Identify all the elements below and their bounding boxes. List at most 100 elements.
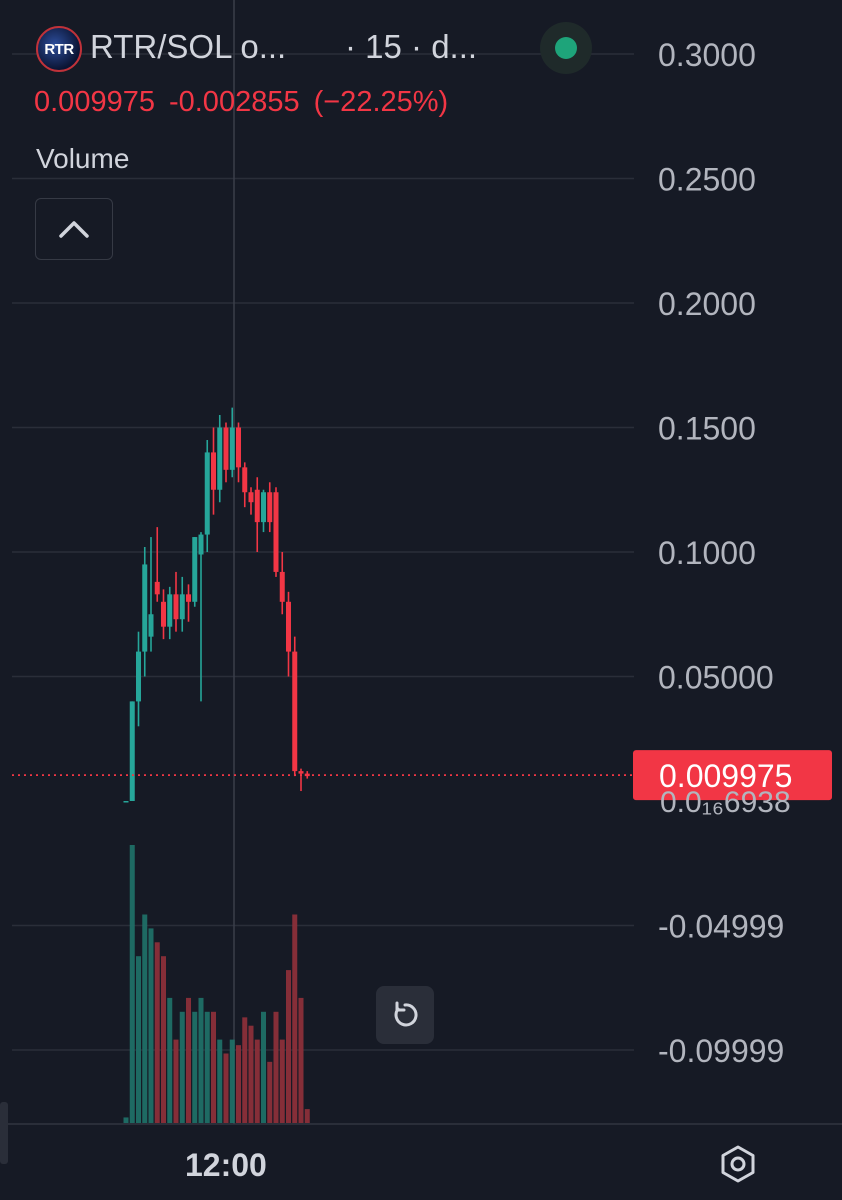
candle bbox=[254, 477, 260, 552]
volume-bar bbox=[286, 970, 291, 1123]
y-tick-label: 0.2000 bbox=[658, 286, 756, 322]
candle bbox=[154, 527, 160, 602]
volume-bar bbox=[148, 928, 154, 1123]
y-tick-label: 0.05000 bbox=[658, 660, 774, 696]
candle-body bbox=[242, 467, 248, 493]
candle bbox=[286, 591, 291, 677]
candle bbox=[298, 768, 304, 792]
candle-body bbox=[248, 492, 254, 503]
volume-bar bbox=[248, 1025, 254, 1123]
volume-bar bbox=[242, 1017, 248, 1123]
candle-body bbox=[286, 601, 291, 652]
candle-body bbox=[148, 614, 154, 637]
y-tick-label: -0.09999 bbox=[658, 1033, 784, 1069]
market-status-button[interactable] bbox=[540, 22, 592, 74]
volume-bar bbox=[223, 1053, 229, 1123]
volume-indicator-label[interactable]: Volume bbox=[36, 143, 130, 174]
y-tick-label: 0.2500 bbox=[658, 162, 756, 198]
candle-body bbox=[279, 571, 285, 602]
candle bbox=[211, 427, 216, 515]
grid-layer bbox=[0, 53, 842, 1164]
volume-bar bbox=[267, 1061, 273, 1123]
collapse-button[interactable] bbox=[35, 198, 113, 260]
volume-bar bbox=[217, 1039, 223, 1123]
candle-body bbox=[198, 534, 204, 555]
candle-body bbox=[204, 452, 210, 535]
candle-body bbox=[267, 492, 273, 523]
candle bbox=[229, 407, 235, 478]
volume-bar bbox=[273, 1011, 279, 1123]
candle bbox=[204, 439, 210, 552]
candle-body bbox=[298, 771, 304, 774]
last-price-value: 0.009975 bbox=[34, 86, 155, 118]
candle-body bbox=[136, 651, 141, 702]
candle bbox=[217, 415, 223, 503]
volume-bar bbox=[211, 1011, 216, 1123]
candle-body bbox=[123, 801, 129, 803]
candle bbox=[242, 462, 248, 508]
volume-bar bbox=[186, 997, 191, 1123]
candle bbox=[279, 552, 285, 615]
volume-bar bbox=[204, 1011, 210, 1123]
y-tick-label: 0.1000 bbox=[658, 535, 756, 571]
candle bbox=[136, 631, 141, 727]
y-tick-label: 0.1500 bbox=[658, 411, 756, 447]
volume-bar bbox=[261, 1011, 266, 1123]
volume-bar bbox=[292, 914, 298, 1123]
volume-bar bbox=[279, 1039, 285, 1123]
candle bbox=[292, 636, 298, 777]
volume-bar bbox=[154, 942, 160, 1123]
volume-bar bbox=[129, 845, 135, 1123]
volume-bar bbox=[304, 1109, 310, 1123]
chevron-up-icon bbox=[59, 221, 89, 238]
candle bbox=[179, 576, 185, 632]
candle bbox=[236, 422, 241, 483]
candle-layer bbox=[123, 407, 310, 803]
candle bbox=[167, 586, 173, 640]
last-price-tag bbox=[633, 750, 832, 801]
candle-body bbox=[179, 594, 185, 620]
candle-body bbox=[167, 594, 173, 627]
candle-body bbox=[129, 701, 135, 801]
candle bbox=[261, 489, 266, 533]
candle-body bbox=[142, 564, 148, 652]
candle-body bbox=[229, 427, 235, 470]
volume-bar bbox=[192, 1011, 198, 1123]
price-summary: 0.009975 -0.002855 (−22.25%) bbox=[34, 86, 462, 119]
logo-text: RTR bbox=[44, 40, 74, 58]
candle bbox=[123, 801, 129, 803]
candle-body bbox=[192, 537, 198, 602]
candle bbox=[173, 571, 179, 632]
interval-label[interactable]: · 15 · d... bbox=[345, 28, 478, 65]
volume-bar bbox=[142, 914, 148, 1123]
volume-layer bbox=[123, 845, 310, 1123]
candle-body bbox=[223, 427, 229, 470]
candle bbox=[161, 589, 166, 640]
candle-body bbox=[292, 651, 298, 772]
candle-body bbox=[186, 594, 191, 602]
y-tick-label: 0.3000 bbox=[658, 37, 756, 73]
candle bbox=[192, 537, 198, 607]
reset-chart-button[interactable] bbox=[376, 986, 434, 1044]
settings-button[interactable] bbox=[716, 1142, 760, 1186]
change-percent: (−22.25%) bbox=[313, 86, 449, 118]
volume-bar bbox=[173, 1039, 179, 1123]
candle-body bbox=[273, 492, 279, 572]
candle-body bbox=[236, 427, 241, 468]
candle-body bbox=[161, 601, 166, 627]
candle-body bbox=[261, 492, 266, 523]
volume-bar bbox=[136, 956, 141, 1123]
reset-icon bbox=[394, 1001, 418, 1027]
candle bbox=[248, 487, 254, 515]
candle-body bbox=[254, 489, 260, 523]
status-dot-icon bbox=[555, 37, 577, 59]
axis-layer: 0.3000 0.2500 0.2000 0.1500 0.1000 0.05000 -0.… bbox=[658, 37, 791, 1069]
settings-icon bbox=[721, 1145, 755, 1183]
scroll-handle bbox=[0, 1102, 8, 1164]
change-value: -0.002855 bbox=[168, 86, 300, 118]
candle bbox=[142, 547, 148, 677]
candle bbox=[148, 537, 154, 652]
symbol-title[interactable]: RTR/SOL o... bbox=[90, 28, 287, 65]
volume-bar bbox=[179, 1011, 185, 1123]
